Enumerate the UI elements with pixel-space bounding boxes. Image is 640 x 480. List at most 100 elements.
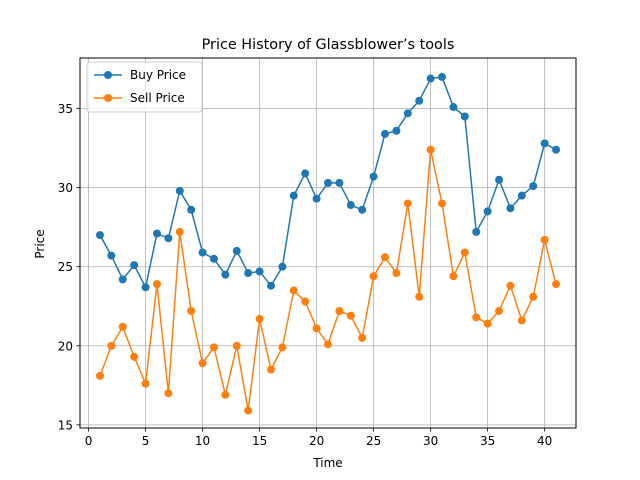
legend-label-buy: Buy Price	[130, 68, 186, 82]
x-tick-label: 30	[423, 434, 438, 448]
x-tick-label: 40	[537, 434, 552, 448]
data-point-sell-price	[529, 292, 538, 301]
x-tick-label: 25	[366, 434, 381, 448]
data-point-sell-price	[209, 343, 218, 352]
data-point-buy-price	[266, 281, 275, 290]
y-tick-label: 30	[58, 181, 73, 195]
data-point-buy-price	[301, 169, 310, 178]
data-point-sell-price	[381, 253, 390, 262]
data-point-sell-price	[255, 314, 264, 323]
data-point-sell-price	[483, 319, 492, 328]
data-point-sell-price	[175, 227, 184, 236]
data-point-sell-price	[187, 306, 196, 315]
data-point-buy-price	[426, 74, 435, 83]
y-tick-label: 20	[58, 339, 73, 353]
data-point-buy-price	[449, 103, 458, 112]
data-point-buy-price	[438, 72, 447, 81]
data-point-buy-price	[324, 178, 332, 187]
data-point-buy-price	[152, 229, 161, 238]
data-point-buy-price	[540, 139, 549, 148]
data-point-buy-price	[255, 267, 264, 276]
data-point-sell-price	[426, 145, 435, 154]
data-point-buy-price	[472, 227, 481, 236]
data-point-sell-price	[107, 341, 116, 350]
data-point-buy-price	[141, 283, 150, 292]
y-axis-label: Price	[33, 229, 47, 258]
data-point-sell-price	[415, 292, 424, 301]
data-point-buy-price	[335, 178, 344, 187]
data-point-buy-price	[107, 251, 116, 260]
data-point-buy-price	[552, 145, 561, 154]
data-point-sell-price	[438, 199, 447, 208]
data-point-buy-price	[381, 129, 390, 138]
data-point-buy-price	[187, 205, 196, 214]
y-tick-label: 25	[58, 260, 73, 274]
x-tick-label: 20	[309, 434, 324, 448]
data-point-buy-price	[289, 191, 298, 200]
data-point-buy-price	[495, 175, 504, 184]
data-point-buy-price	[346, 201, 355, 210]
data-point-sell-price	[244, 406, 253, 415]
x-axis-label: Time	[312, 456, 342, 470]
data-point-sell-price	[346, 311, 355, 320]
legend-label-sell: Sell Price	[130, 91, 185, 105]
data-point-sell-price	[278, 343, 287, 352]
series-buy-price	[95, 72, 561, 292]
data-point-sell-price	[517, 316, 526, 325]
data-point-buy-price	[483, 207, 492, 216]
data-point-sell-price	[358, 333, 367, 342]
data-point-sell-price	[118, 322, 127, 331]
legend-marker-sell	[104, 94, 112, 102]
data-point-sell-price	[392, 269, 401, 278]
data-point-sell-price	[152, 280, 161, 289]
data-point-sell-price	[495, 306, 504, 315]
x-tick-label: 0	[85, 434, 93, 448]
data-point-buy-price	[95, 231, 104, 240]
data-point-sell-price	[540, 235, 549, 244]
data-point-sell-price	[335, 306, 344, 315]
x-tick-label: 5	[142, 434, 150, 448]
data-point-sell-price	[324, 340, 332, 349]
data-point-buy-price	[392, 126, 401, 135]
x-tick-label: 10	[195, 434, 210, 448]
data-point-buy-price	[118, 275, 127, 284]
data-point-sell-price	[403, 199, 412, 208]
x-tick-label: 35	[480, 434, 495, 448]
data-point-buy-price	[403, 109, 412, 118]
data-point-buy-price	[460, 112, 469, 121]
data-point-buy-price	[232, 246, 241, 255]
data-point-sell-price	[369, 272, 378, 281]
data-point-buy-price	[278, 262, 287, 271]
data-point-buy-price	[415, 96, 424, 105]
data-point-buy-price	[529, 182, 538, 191]
data-point-sell-price	[312, 324, 321, 333]
y-axis-ticks: 15 20 25 30 35	[58, 102, 80, 432]
data-point-sell-price	[289, 286, 298, 295]
x-axis-ticks: 0 5 10 15 20 25 30 35 40	[85, 428, 552, 448]
data-point-sell-price	[266, 365, 275, 374]
data-point-sell-price	[301, 297, 310, 306]
data-point-buy-price	[164, 234, 173, 243]
data-point-buy-price	[198, 248, 207, 257]
data-point-buy-price	[312, 194, 321, 203]
data-point-sell-price	[164, 389, 173, 398]
legend-marker-buy	[104, 71, 112, 79]
data-point-sell-price	[232, 341, 241, 350]
data-point-buy-price	[506, 204, 515, 213]
data-point-sell-price	[198, 359, 207, 368]
data-point-buy-price	[221, 270, 230, 279]
data-point-sell-price	[141, 379, 150, 388]
x-tick-label: 15	[252, 434, 267, 448]
y-tick-label: 15	[58, 418, 73, 432]
data-point-sell-price	[95, 371, 104, 380]
data-point-buy-price	[358, 205, 367, 214]
data-point-sell-price	[472, 313, 481, 322]
data-point-sell-price	[506, 281, 515, 290]
data-point-buy-price	[209, 254, 218, 263]
data-point-buy-price	[369, 172, 378, 181]
data-point-sell-price	[552, 280, 561, 289]
data-point-buy-price	[517, 191, 526, 200]
data-point-buy-price	[130, 261, 139, 270]
data-point-buy-price	[244, 269, 253, 278]
